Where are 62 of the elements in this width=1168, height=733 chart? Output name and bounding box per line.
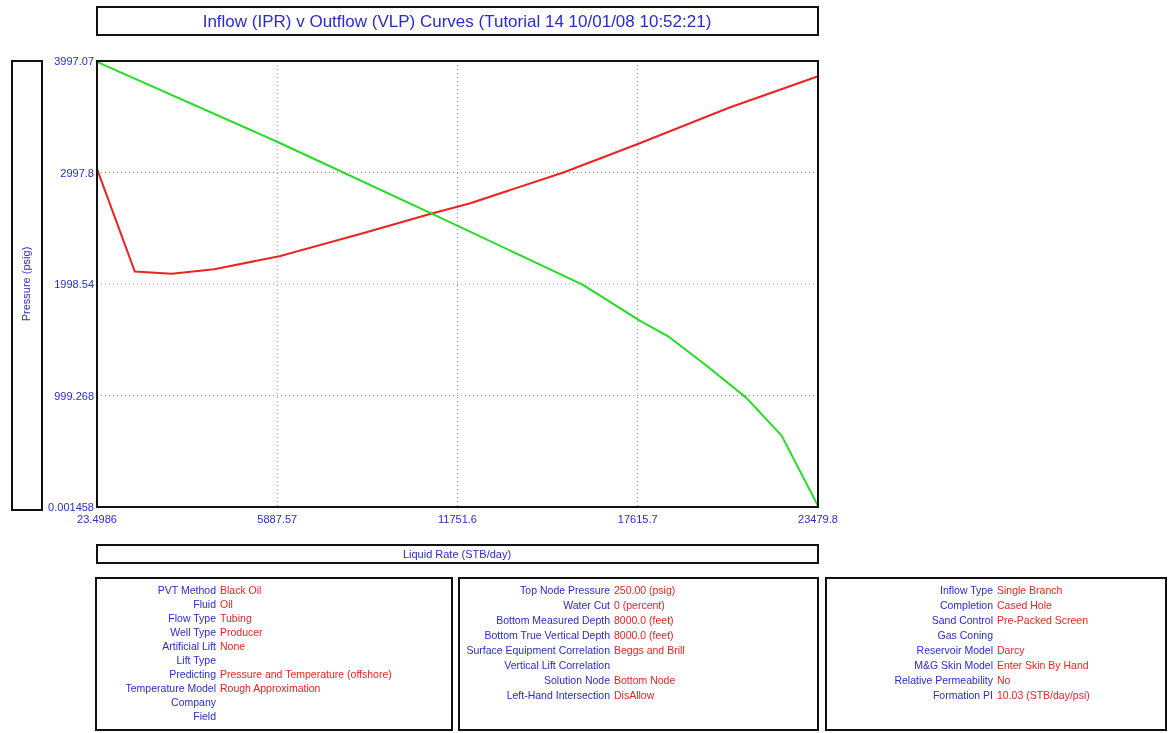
category-label: Predicting — [169, 668, 217, 680]
category-label: Reservoir Model — [916, 644, 993, 656]
text: 8000.0 (feet) — [614, 614, 674, 626]
category-label: Lift Type — [176, 654, 217, 666]
category-label: Vertical Lift Correlation — [504, 659, 611, 671]
y-tick-label: 0.001458 — [48, 501, 94, 513]
category-label: Artificial Lift — [162, 640, 217, 652]
text: 10.03 (STB/day/psi) — [997, 689, 1090, 701]
text: Producer — [220, 626, 263, 638]
category-label: PVT Method — [157, 584, 217, 596]
x-tick-label: 23.4986 — [77, 513, 117, 525]
category-label: Gas Coning — [937, 629, 994, 641]
category-label: Top Node Pressure — [520, 584, 611, 596]
category-label: Temperature Model — [125, 682, 216, 694]
text: Cased Hole — [997, 599, 1052, 611]
category-label: Completion — [939, 599, 994, 611]
y-tick-label: 1998.54 — [54, 278, 94, 290]
x-tick-label: 23479.8 — [798, 513, 838, 525]
y-tick-label: 3997.07 — [54, 55, 94, 67]
x-tick-label: 17615.7 — [617, 513, 658, 525]
category-label: Surface Equipment Correlation — [466, 644, 611, 656]
category-label: Inflow Type — [940, 584, 994, 596]
line-series — [96, 75, 819, 275]
text: 0 (percent) — [614, 599, 665, 611]
text: Single Branch — [997, 584, 1063, 596]
category-label: Flow Type — [168, 612, 217, 624]
text: None — [220, 640, 246, 652]
category-label: Bottom Measured Depth — [496, 614, 611, 626]
y-tick-label: 999.268 — [54, 389, 94, 402]
y-axis-title: Pressure (psig) — [20, 246, 32, 322]
category-label: Bottom True Vertical Depth — [484, 629, 611, 641]
y-tick-label: 2997.8 — [60, 166, 94, 179]
category-label: Left-Hand Intersection — [506, 689, 611, 701]
category-label: Relative Permeability — [894, 674, 994, 686]
category-label: Water Cut — [563, 599, 611, 611]
text: Pressure and Temperature (offshore) — [220, 668, 392, 680]
text: Darcy — [997, 644, 1025, 656]
text: Enter Skin By Hand — [997, 659, 1089, 671]
category-label: Formation PI — [932, 689, 993, 701]
x-axis-title: Liquid Rate (STB/day) — [402, 548, 512, 560]
category-label: Well Type — [170, 626, 217, 638]
text: No — [997, 674, 1011, 686]
category-label: Fluid — [193, 598, 217, 610]
text: Beggs and Brill — [614, 644, 685, 656]
category-label: Sand Control — [931, 614, 993, 626]
category-label: Field — [193, 710, 217, 722]
text: Bottom Node — [614, 674, 676, 686]
text: Black Oil — [220, 584, 262, 596]
text: Tubing — [220, 612, 252, 624]
category-label: Solution Node — [544, 674, 611, 686]
category-label: M&G Skin Model — [914, 659, 993, 671]
x-tick-label: 5887.57 — [257, 513, 298, 525]
text: Pre-Packed Screen — [997, 614, 1089, 626]
text: Rough Approximation — [220, 682, 321, 694]
x-tick-label: 11751.6 — [438, 513, 477, 525]
chart-title: Inflow (IPR) v Outflow (VLP) Curves (Tutorial 14 10/01/08 10:52:21) — [202, 12, 712, 31]
text: 8000.0 (feet) — [614, 629, 674, 641]
line-series — [96, 60, 819, 507]
text: DisAllow — [614, 689, 655, 701]
text: 250.00 (psig) — [614, 584, 676, 596]
text: Oil — [220, 598, 233, 610]
category-label: Company — [171, 696, 217, 708]
